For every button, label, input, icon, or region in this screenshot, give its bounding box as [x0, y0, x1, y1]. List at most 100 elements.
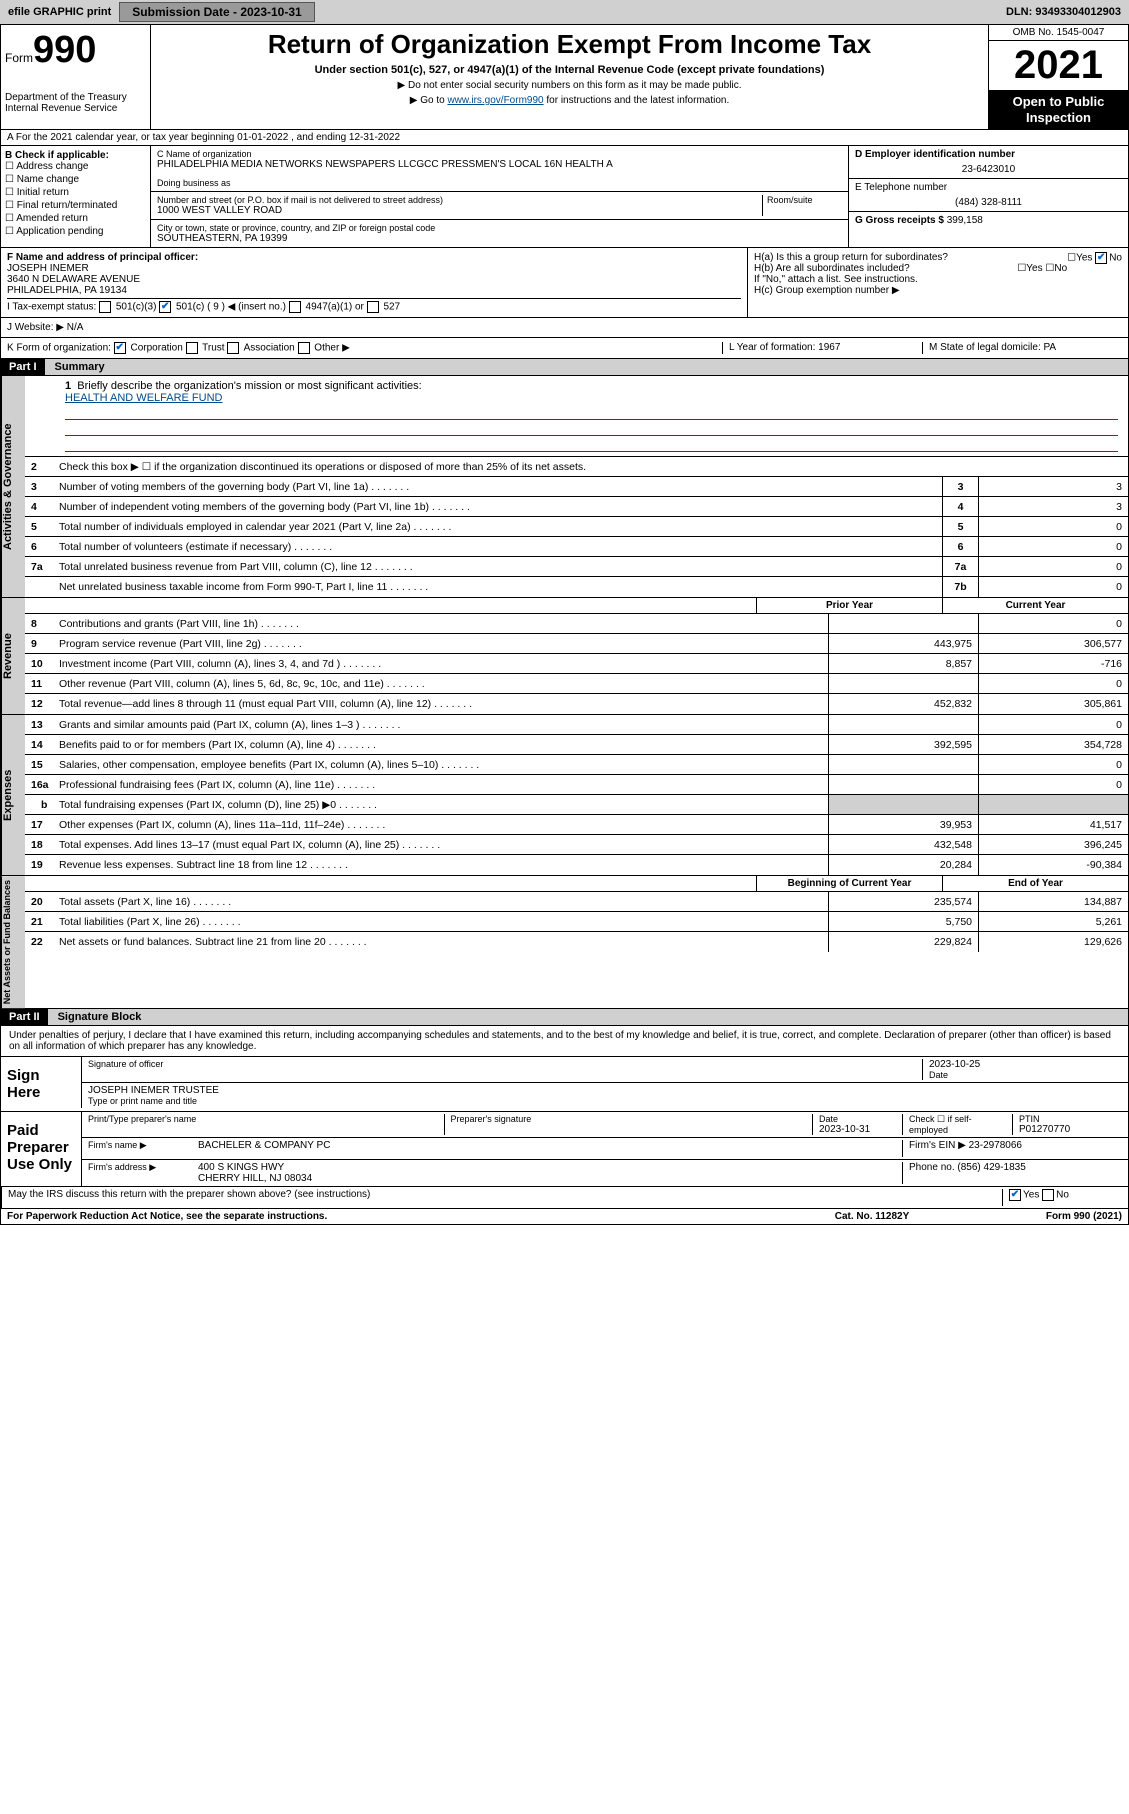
- website-value: N/A: [67, 322, 84, 333]
- chk-4947[interactable]: [289, 301, 301, 313]
- chk-association[interactable]: [227, 342, 239, 354]
- ein-value: 23-6423010: [855, 164, 1122, 175]
- gross-value: 399,158: [947, 215, 983, 226]
- summary-line: 12Total revenue—add lines 8 through 11 (…: [25, 694, 1128, 714]
- sign-here-label: Sign Here: [1, 1057, 81, 1111]
- summary-line: 22Net assets or fund balances. Subtract …: [25, 932, 1128, 952]
- header-middle: Return of Organization Exempt From Incom…: [151, 25, 988, 129]
- chk-501c3[interactable]: [99, 301, 111, 313]
- form-number: Form990: [5, 29, 146, 72]
- h-c: H(c) Group exemption number ▶: [754, 285, 1122, 296]
- chk-name-change[interactable]: ☐ Name change: [5, 174, 146, 185]
- discuss-question: May the IRS discuss this return with the…: [8, 1189, 1002, 1206]
- chk-final-return[interactable]: ☐ Final return/terminated: [5, 200, 146, 211]
- col-prior-year: Prior Year: [756, 598, 942, 613]
- note2-prefix: ▶ Go to: [410, 95, 448, 106]
- summary-line: 19Revenue less expenses. Subtract line 1…: [25, 855, 1128, 875]
- firm-phone: (856) 429-1835: [957, 1162, 1025, 1173]
- phone-label: E Telephone number: [855, 182, 1122, 193]
- form-note1: ▶ Do not enter social security numbers o…: [159, 80, 980, 91]
- chk-discuss-no[interactable]: [1042, 1189, 1054, 1201]
- summary-line: 14Benefits paid to or for members (Part …: [25, 735, 1128, 755]
- ptin-value: P01270770: [1019, 1124, 1116, 1135]
- chk-corporation[interactable]: [114, 342, 126, 354]
- chk-amended-return[interactable]: ☐ Amended return: [5, 213, 146, 224]
- section-netassets: Net Assets or Fund Balances Beginning of…: [0, 876, 1129, 1009]
- firm-addr-label: Firm's address ▶: [88, 1162, 198, 1184]
- summary-line: 3Number of voting members of the governi…: [25, 477, 1128, 497]
- part-i-title: Summary: [45, 359, 1128, 375]
- room-label: Room/suite: [767, 195, 842, 205]
- mission-block: 1 Briefly describe the organization's mi…: [25, 376, 1128, 457]
- chk-trust[interactable]: [186, 342, 198, 354]
- prep-sig-label: Preparer's signature: [444, 1114, 813, 1135]
- summary-line: 16aProfessional fundraising fees (Part I…: [25, 775, 1128, 795]
- h-a: H(a) Is this a group return for subordin…: [754, 252, 1122, 263]
- summary-line: 11Other revenue (Part VIII, column (A), …: [25, 674, 1128, 694]
- i-label: I Tax-exempt status:: [7, 302, 96, 313]
- sidelabel-netassets: Net Assets or Fund Balances: [1, 876, 25, 1008]
- summary-line: 4Number of independent voting members of…: [25, 497, 1128, 517]
- summary-line: 9Program service revenue (Part VIII, lin…: [25, 634, 1128, 654]
- sidelabel-governance: Activities & Governance: [1, 376, 25, 597]
- row-f-to-i: F Name and address of principal officer:…: [0, 248, 1129, 318]
- name-title-label: Type or print name and title: [88, 1096, 1122, 1106]
- b-label: B Check if applicable:: [5, 150, 146, 161]
- org-name: PHILADELPHIA MEDIA NETWORKS NEWSPAPERS L…: [157, 159, 842, 170]
- chk-501c[interactable]: [159, 301, 171, 313]
- sidelabel-revenue: Revenue: [1, 598, 25, 714]
- submission-date-button[interactable]: Submission Date - 2023-10-31: [119, 2, 314, 22]
- summary-line: Net unrelated business taxable income fr…: [25, 577, 1128, 597]
- row-k-form-org: K Form of organization: Corporation Trus…: [0, 338, 1129, 359]
- officer-addr1: 3640 N DELAWARE AVENUE: [7, 274, 741, 285]
- col-beginning-year: Beginning of Current Year: [756, 876, 942, 891]
- check-self-employed[interactable]: Check ☐ if self-employed: [902, 1114, 1012, 1135]
- cat-number: Cat. No. 11282Y: [772, 1211, 972, 1222]
- summary-line: 5Total number of individuals employed in…: [25, 517, 1128, 537]
- chk-discuss-yes[interactable]: [1009, 1189, 1021, 1201]
- sig-date-value: 2023-10-25: [929, 1059, 1116, 1070]
- city-label: City or town, state or province, country…: [157, 223, 842, 233]
- part-ii-header: Part II Signature Block: [0, 1009, 1129, 1026]
- chk-other[interactable]: [298, 342, 310, 354]
- j-label: J Website: ▶: [7, 322, 64, 333]
- mission-value: HEALTH AND WELFARE FUND: [65, 392, 1118, 404]
- chk-527[interactable]: [367, 301, 379, 313]
- chk-ha-no[interactable]: [1095, 252, 1107, 264]
- col-end-year: End of Year: [942, 876, 1128, 891]
- sig-officer-label: Signature of officer: [88, 1059, 922, 1069]
- chk-initial-return[interactable]: ☐ Initial return: [5, 187, 146, 198]
- section-governance: Activities & Governance 1 Briefly descri…: [0, 376, 1129, 598]
- note2-suffix: for instructions and the latest informat…: [544, 95, 730, 106]
- part-i-header: Part I Summary: [0, 359, 1129, 376]
- part-ii-title: Signature Block: [48, 1009, 1128, 1025]
- tax-year: 2021: [989, 41, 1128, 90]
- m-state-domicile: M State of legal domicile: PA: [922, 342, 1122, 354]
- f-label: F Name and address of principal officer:: [7, 252, 741, 263]
- omb-number: OMB No. 1545-0047: [989, 25, 1128, 41]
- form-title: Return of Organization Exempt From Incom…: [159, 29, 980, 60]
- gross-label: G Gross receipts $: [855, 215, 944, 226]
- summary-line: 17Other expenses (Part IX, column (A), l…: [25, 815, 1128, 835]
- prep-date-label: Date: [819, 1114, 896, 1124]
- section-expenses: Expenses 13Grants and similar amounts pa…: [0, 715, 1129, 876]
- chk-application-pending[interactable]: ☐ Application pending: [5, 226, 146, 237]
- ein-label: D Employer identification number: [855, 149, 1122, 160]
- dba-label: Doing business as: [157, 178, 842, 188]
- summary-line: 7aTotal unrelated business revenue from …: [25, 557, 1128, 577]
- header-left: Form990 Department of the Treasury Inter…: [1, 25, 151, 129]
- chk-address-change[interactable]: ☐ Address change: [5, 161, 146, 172]
- prep-date: 2023-10-31: [819, 1124, 896, 1135]
- col-c-org-info: C Name of organization PHILADELPHIA MEDI…: [151, 146, 848, 247]
- paid-preparer-label: Paid Preparer Use Only: [1, 1112, 81, 1186]
- sidelabel-expenses: Expenses: [1, 715, 25, 875]
- perjury-declaration: Under penalties of perjury, I declare th…: [1, 1026, 1128, 1056]
- firm-ein-label: Firm's EIN ▶: [909, 1140, 966, 1151]
- irs-link[interactable]: www.irs.gov/Form990: [447, 95, 543, 106]
- form-subtitle: Under section 501(c), 527, or 4947(a)(1)…: [159, 64, 980, 76]
- top-bar: efile GRAPHIC print Submission Date - 20…: [0, 0, 1129, 24]
- efile-label: efile GRAPHIC print: [0, 6, 119, 18]
- form-footer: Form 990 (2021): [972, 1211, 1122, 1222]
- block-b-to-g: B Check if applicable: ☐ Address change …: [0, 146, 1129, 248]
- ptin-label: PTIN: [1019, 1114, 1116, 1124]
